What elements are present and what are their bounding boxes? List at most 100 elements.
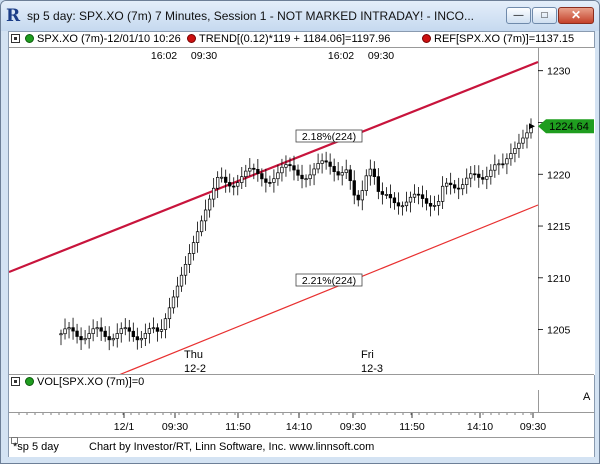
candle <box>360 180 364 211</box>
ref-color-dot-icon[interactable] <box>422 34 431 43</box>
candle <box>256 158 260 182</box>
legend-spx[interactable]: SPX.XO (7m)-12/01/10 10:26 <box>37 33 181 45</box>
candle-body <box>236 182 240 187</box>
minimize-button[interactable]: — <box>506 7 531 24</box>
status-bar: *sp 5 day Chart by Investor/RT, Linn Sof… <box>9 437 594 457</box>
y-tick-label: 1215 <box>547 221 571 233</box>
candle <box>191 235 196 261</box>
axis-marker[interactable]: A <box>583 391 591 403</box>
candle <box>83 330 87 345</box>
candle-body <box>525 132 529 139</box>
candle <box>469 166 473 188</box>
candle <box>485 166 489 190</box>
candle-body <box>171 296 176 309</box>
candle <box>244 164 248 187</box>
candle <box>139 330 143 348</box>
candle-body <box>224 176 228 183</box>
candle <box>312 163 316 186</box>
candle-body <box>260 173 264 180</box>
candle-body <box>469 173 473 179</box>
candle-body <box>83 338 87 341</box>
date-label: 12-3 <box>361 363 383 375</box>
candle-body <box>163 318 168 330</box>
candle <box>440 176 445 209</box>
channel-lower-line <box>117 204 539 375</box>
candle-body <box>191 242 196 254</box>
channel-upper-line <box>9 60 539 274</box>
day-label: Fri <box>361 349 374 361</box>
volume-pane-menu-icon[interactable] <box>11 377 20 386</box>
candle-body <box>320 160 324 164</box>
candle <box>167 297 172 329</box>
price-axis[interactable] <box>538 48 595 375</box>
candle <box>501 153 505 169</box>
candle <box>300 164 304 189</box>
upper-channel-label: 2.18%(224) <box>302 131 356 143</box>
close-button[interactable]: ✕ <box>558 7 594 24</box>
candle-body <box>521 137 525 144</box>
candle <box>328 153 332 175</box>
candle <box>224 169 228 193</box>
maximize-icon: □ <box>541 10 548 21</box>
legend-ref[interactable]: REF[SPX.XO (7m)]=1137.15 <box>434 33 575 45</box>
title-bar[interactable]: R sp 5 day: SPX.XO (7m) 7 Minutes, Sessi… <box>1 1 599 31</box>
candle-body <box>71 327 75 332</box>
price-chart[interactable]: 16:02 09:30 16:02 09:30 2.18%(224) 2.21%(224)… <box>9 48 594 375</box>
candle-body <box>477 173 481 178</box>
candle <box>203 199 208 231</box>
status-tab[interactable]: *sp 5 day <box>13 441 59 453</box>
y-tick-label: 1230 <box>547 66 571 78</box>
candle-body <box>119 328 123 334</box>
candle <box>107 326 111 351</box>
candle-body <box>461 184 465 190</box>
volume-color-dot-icon[interactable] <box>25 377 34 386</box>
candle <box>457 177 461 200</box>
volume-pane[interactable]: A <box>9 390 594 412</box>
candle-body <box>139 338 143 341</box>
candle-body <box>388 194 393 199</box>
candle <box>449 172 453 195</box>
trend-color-dot-icon[interactable] <box>187 34 196 43</box>
candle-body <box>368 168 372 177</box>
x-tick-label: 09:30 <box>340 421 366 433</box>
legend-trend[interactable]: TREND[(0.12)*119 + 1184.06]=1197.96 <box>199 33 391 45</box>
status-menu-icon[interactable] <box>11 437 18 444</box>
candle-body <box>256 168 260 174</box>
candle <box>284 155 288 177</box>
candle-body <box>497 163 501 166</box>
candle-body <box>111 338 115 341</box>
candle-body <box>440 185 445 202</box>
spx-color-dot-icon[interactable] <box>25 34 34 43</box>
candle <box>376 168 381 200</box>
candle <box>111 333 115 347</box>
pane-menu-icon[interactable] <box>11 34 20 43</box>
candle-body <box>501 163 505 166</box>
candle <box>308 164 312 186</box>
candle-body <box>348 169 352 182</box>
volume-label[interactable]: VOL[SPX.XO (7m)]=0 <box>37 376 145 388</box>
candle <box>103 326 107 342</box>
candle-body <box>416 193 421 196</box>
volume-legend: VOL[SPX.XO (7m)]=0 <box>9 374 594 391</box>
candle-body <box>63 328 67 335</box>
time-axis[interactable]: 12/1 09:30 11:50 14:10 09:30 11:50 14:10 09:30 <box>9 412 594 438</box>
candle-body <box>380 191 385 195</box>
candle-body <box>485 176 489 180</box>
candle <box>232 177 236 196</box>
candle-body <box>356 194 360 201</box>
candle-body <box>264 178 268 183</box>
candle <box>517 133 521 158</box>
candle <box>513 141 517 163</box>
candle-body <box>505 158 509 165</box>
maximize-button[interactable]: □ <box>532 7 557 24</box>
candle <box>461 178 465 196</box>
candle-body <box>79 336 83 341</box>
candle-body <box>107 336 111 341</box>
candle-body <box>444 182 449 187</box>
candle <box>332 158 336 182</box>
candle <box>127 319 131 342</box>
candle-body <box>376 176 381 192</box>
candle <box>356 190 360 207</box>
candle-body <box>308 174 312 180</box>
candle-body <box>103 330 107 337</box>
